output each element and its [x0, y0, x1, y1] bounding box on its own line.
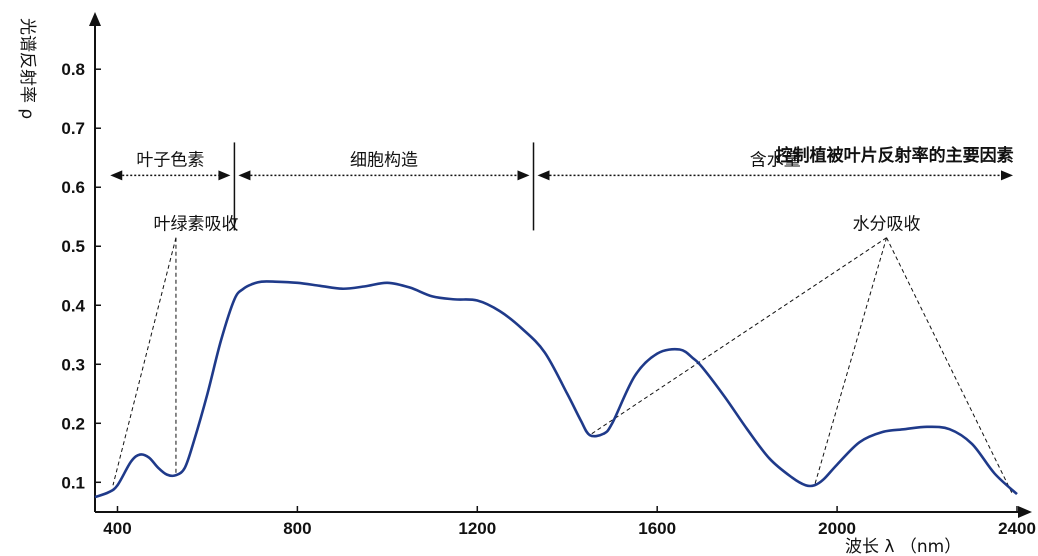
axes [89, 12, 1032, 518]
region-label: 含水量 [750, 150, 801, 170]
annotation-title: 控制植被叶片反射率的主要因素 [776, 145, 1014, 166]
y-tick-label: 0.5 [61, 237, 85, 256]
y-tick-label: 0.1 [61, 473, 85, 492]
region-label: 细胞构造 [350, 150, 418, 170]
annotation-leader-line [589, 237, 887, 436]
x-tick-label: 2000 [818, 519, 856, 538]
y-axis-label: 光谱反射率 ρ [17, 18, 37, 119]
x-tick-label: 1600 [638, 519, 676, 538]
annotation-leader-line [814, 237, 888, 486]
annotation-leader-line [886, 237, 1013, 495]
x-tick-label: 1200 [458, 519, 496, 538]
region-arrow-right [517, 170, 530, 181]
region-bands: 叶子色素 细胞构造 含水量 [110, 142, 1013, 231]
region-arrow-right [1001, 170, 1013, 181]
y-tick-label: 0.4 [61, 296, 85, 315]
x-tick-label: 400 [103, 519, 131, 538]
y-tick-label: 0.7 [61, 119, 85, 138]
region-label: 叶子色素 [136, 150, 204, 170]
series-line [94, 280, 1018, 499]
x-tick-label: 2400 [998, 519, 1036, 538]
y-tick-label: 0.2 [61, 414, 85, 433]
annotation-label: 叶绿素吸收 [153, 215, 238, 235]
region-arrow-right [218, 170, 231, 181]
y-tick-label: 0.3 [61, 355, 85, 374]
series [94, 280, 1018, 499]
annotation-label: 水分吸收 [853, 215, 921, 235]
y-tick-label: 0.6 [61, 178, 85, 197]
annotation-leader-line [112, 237, 177, 486]
x-axis-arrowhead [1018, 506, 1032, 518]
ticks: 0.1 0.2 0.3 0.4 0.5 0.6 0.7 0.8 400 800 1200 1600 20… [61, 60, 1036, 538]
y-tick-label: 0.8 [61, 60, 85, 79]
x-tick-label: 800 [283, 519, 311, 538]
region-arrow-left [537, 170, 550, 181]
region-arrow-left [110, 170, 123, 181]
region-arrow-left [238, 170, 251, 181]
y-axis-arrowhead [89, 12, 101, 26]
x-axis-label: 波长 λ （nm） [845, 537, 961, 556]
